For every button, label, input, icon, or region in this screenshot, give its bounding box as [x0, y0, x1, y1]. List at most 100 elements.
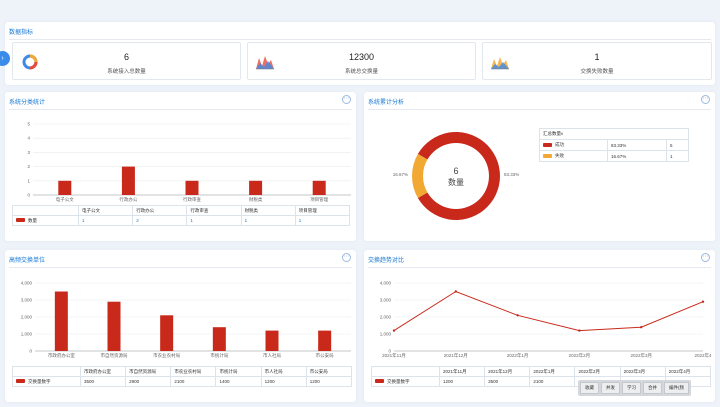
- area-chart-icon: [491, 57, 509, 70]
- table-corner-cell: [12, 366, 81, 377]
- x-tick-label: 市人社局: [263, 352, 281, 359]
- table-header-cell: 2022年3月: [619, 366, 666, 377]
- x-tick-label: 2022年4: [694, 352, 712, 359]
- success-swatch: [543, 142, 552, 147]
- data-point: [701, 300, 705, 303]
- x-tick-label: 市自然资源局: [101, 352, 128, 359]
- toolbar-button-concurrent[interactable]: 并发: [601, 382, 620, 394]
- table-header-cell: 行政审查: [186, 205, 242, 216]
- table-row: 数量 1 2 1 1 1: [12, 215, 351, 226]
- y-tick-label: 2: [27, 164, 30, 169]
- series-label: 数量: [28, 217, 37, 223]
- table-header-cell: 2021年12月: [484, 366, 531, 377]
- toolbar-button-edit[interactable]: 编件(频: [664, 382, 689, 394]
- bar: [107, 301, 121, 351]
- table-corner-cell: [12, 205, 79, 216]
- x-tick-label: 2022年2月: [569, 352, 591, 359]
- table-cell: 1: [294, 215, 351, 226]
- table-cell: 1200: [438, 376, 486, 387]
- donut-slice: [412, 154, 428, 198]
- donut-center-value: 6: [453, 166, 458, 176]
- x-tick-label: 市政府办公室: [48, 352, 75, 359]
- table-header-row: 2021年11月 2021年12月 2022年1月 2022年2月 2022年3…: [371, 366, 712, 377]
- slice-percent-label: 16.67%: [393, 172, 408, 177]
- bar: [185, 180, 199, 195]
- x-tick-label: 2021年11月: [382, 352, 406, 359]
- legend-percent: 83.33%: [607, 139, 667, 151]
- table-cell: 1: [186, 215, 242, 226]
- legend-row: 成功 83.33% 5: [539, 139, 689, 151]
- table-cell: 3500: [79, 376, 127, 387]
- kpi-card-systems[interactable]: 6 系统接入总数量: [12, 42, 241, 80]
- table-header-cell: 市人社局: [260, 366, 307, 377]
- table-cell: 1: [77, 215, 134, 226]
- classification-data-table: 电子公文 行政办公 行政审查 财税类 项目管理 数量 1 2 1 1 1: [12, 205, 351, 226]
- donut-legend-table: 汇总数量6 成功 83.33% 5 失败 16.67% 1: [539, 128, 689, 162]
- table-cell: 1: [240, 215, 296, 226]
- series-label-cell: 数量: [12, 215, 79, 226]
- kpi-card-failures[interactable]: 1 交换失败数量: [482, 42, 712, 80]
- table-header-cell: 市政府办公室: [79, 366, 127, 377]
- data-point: [578, 329, 581, 332]
- trend-line-chart: 0 1,000 2,000 3,000 4,000 2021年11月 2021年12月 202…: [380, 281, 712, 360]
- kpi-value: 12300: [348, 52, 375, 62]
- area-chart-icon: [256, 56, 274, 70]
- table-corner-cell: [371, 366, 440, 377]
- kpi-value: 6: [123, 52, 129, 62]
- kpi-card-exchange[interactable]: 12300 系统总交换量: [247, 42, 476, 80]
- legend-value: 5: [666, 139, 689, 151]
- data-point: [516, 314, 519, 317]
- table-header-cell: 市自然资源局: [125, 366, 172, 377]
- y-tick-label: 3: [27, 150, 30, 155]
- more-options-icon[interactable]: ⋯: [701, 95, 710, 104]
- donut-chart-icon: [22, 54, 38, 70]
- more-options-icon[interactable]: ⋯: [701, 253, 710, 262]
- sum-analysis-panel: 系统累计分析 ⋯ 83.33% 16.67% 6 数量 汇总数量6 成功 83.33%…: [364, 92, 715, 241]
- series-label: 交换量数字: [28, 378, 51, 384]
- legend-row: 失败 16.67% 1: [539, 150, 689, 162]
- kpi-label: 系统接入总数量: [107, 69, 146, 75]
- more-options-icon[interactable]: ⋯: [342, 95, 351, 104]
- x-tick-label: 2021年12月: [444, 352, 468, 359]
- failure-swatch: [543, 153, 552, 158]
- table-header-cell: 电子公文: [77, 205, 134, 216]
- bar: [54, 291, 68, 351]
- y-tick-label: 1,000: [21, 332, 33, 337]
- divider: [368, 109, 711, 110]
- toolbar-button-learn[interactable]: 学习: [622, 382, 641, 394]
- table-header-cell: 项目管理: [294, 205, 351, 216]
- bar: [121, 166, 135, 195]
- x-tick-label: 市公安局: [316, 352, 334, 359]
- y-tick-label: 2,000: [21, 315, 33, 320]
- series-swatch: [16, 218, 25, 223]
- table-cell: 1400: [215, 376, 262, 387]
- table-header-cell: 2022年2月: [574, 366, 621, 377]
- table-cell: 2900: [125, 376, 172, 387]
- toolbar-button-favorite[interactable]: 收藏: [580, 382, 599, 394]
- series-swatch: [16, 379, 25, 384]
- legend-value: 1: [666, 150, 689, 162]
- legend-header-row: 汇总数量6: [539, 128, 689, 140]
- donut-slice: [417, 132, 500, 220]
- bar: [312, 180, 326, 195]
- divider: [368, 267, 711, 268]
- units-data-table: 市政府办公室 市自然资源局 市农业农村局 市统计局 市人社局 市公安局 交换量数…: [12, 366, 353, 387]
- y-tick-label: 0: [29, 349, 32, 354]
- x-tick-label: 市统计局: [210, 352, 228, 359]
- x-tick-label: 行政审查: [183, 196, 201, 203]
- divider: [9, 267, 352, 268]
- sidebar-toggle-button[interactable]: ›: [0, 51, 10, 66]
- table-header-cell: 市公安局: [305, 366, 353, 377]
- table-header-cell: 2022年1月: [529, 366, 576, 377]
- toolbar-button-merge[interactable]: 合并: [643, 382, 662, 394]
- series-label: 交换量数字: [387, 378, 410, 384]
- y-tick-label: 1: [27, 178, 30, 183]
- y-tick-label: 0: [27, 193, 30, 198]
- table-header-row: 电子公文 行政办公 行政审查 财税类 项目管理: [12, 205, 351, 216]
- floating-toolbar: 收藏 并发 学习 合并 编件(频: [578, 380, 691, 396]
- legend-label-cell: 失败: [539, 150, 608, 162]
- table-cell: 2100: [529, 376, 576, 387]
- data-point: [454, 290, 457, 293]
- more-options-icon[interactable]: ⋯: [342, 253, 351, 262]
- donut-center-label: 数量: [448, 177, 464, 187]
